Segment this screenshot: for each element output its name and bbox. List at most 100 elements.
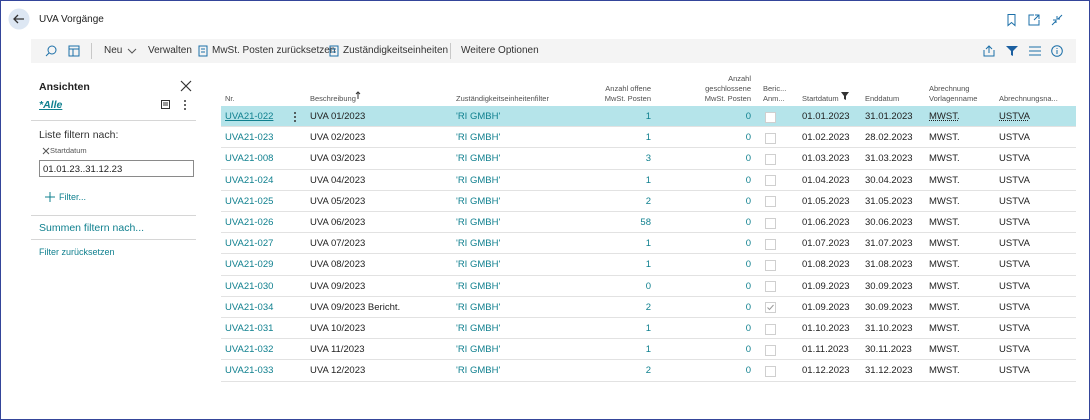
table-cell: 'RI GMBH' [456,170,606,191]
reset-entries-button[interactable]: MwSt. Posten zurücksetzen [212,45,335,56]
table-cell: 3 [601,148,651,169]
table-cell[interactable]: UVA21-022 [225,106,295,127]
table-cell: MWST. [929,212,994,233]
filter-heading: Liste filtern nach: [39,129,118,141]
table-cell: USTVA [999,170,1069,191]
table-cell: USTVA [999,360,1069,381]
info-icon[interactable] [1051,45,1063,57]
table-cell[interactable]: UVA21-032 [225,339,295,360]
checkbox [765,239,776,250]
table-cell[interactable]: UVA21-026 [225,212,295,233]
filter-input[interactable]: 01.01.23..31.12.23 [39,160,194,177]
column-header[interactable]: Zuständigkeitseinheitenfilter [456,94,606,104]
filter-field: Startdatum [50,146,87,155]
column-header[interactable]: Abrechnung Vorlagenname [929,84,994,104]
table-cell: USTVA [999,127,1069,148]
new-button[interactable]: Neu [104,45,122,56]
sort-indicator [355,91,363,100]
table-cell: 30.06.2023 [865,212,925,233]
add-filter[interactable]: Filter... [59,192,86,202]
remove-filter[interactable] [43,148,49,154]
table-cell[interactable]: UVA21-027 [225,233,295,254]
table-cell: USTVA [999,318,1069,339]
filter-icon[interactable] [1006,45,1018,57]
collapse-icon[interactable] [1051,14,1063,26]
table-cell: 0 [691,127,751,148]
new-dropdown[interactable] [127,48,137,54]
table-cell[interactable]: UVA21-024 [225,170,295,191]
table-cell: 2 [601,191,651,212]
table-cell: MWST. [929,191,994,212]
table-cell[interactable]: UVA21-034 [225,297,295,318]
table-cell: USTVA [999,254,1069,275]
table-cell: 'RI GMBH' [456,233,606,254]
sidebar-divider [31,239,196,240]
table-cell[interactable]: UVA21-025 [225,191,295,212]
column-header[interactable]: Startdatum [802,94,862,104]
table-cell: MWST. [929,360,994,381]
column-header[interactable]: Beschreibung [310,94,450,104]
table-cell: 0 [691,276,751,297]
save-view-icon[interactable] [161,100,172,110]
open-new-icon[interactable] [1028,14,1040,26]
page-view-icon[interactable] [68,45,80,57]
table-cell: 31.01.2023 [865,106,925,127]
table-cell: USTVA [999,233,1069,254]
table-cell: 1 [601,170,651,191]
share-icon[interactable] [983,45,995,57]
table-cell: 01.03.2023 [802,148,862,169]
column-header[interactable]: Nr. [225,94,295,104]
table-cell: 2 [601,360,651,381]
view-menu[interactable] [183,99,187,111]
back-button[interactable] [8,8,30,30]
totals-filter[interactable]: Summen filtern nach... [39,222,144,234]
reset-filter[interactable]: Filter zurücksetzen [39,247,115,257]
table-cell: 'RI GMBH' [456,106,606,127]
table-cell: 0 [691,233,751,254]
table-cell[interactable]: UVA21-033 [225,360,295,381]
table-cell: MWST. [929,339,994,360]
table-cell[interactable]: UVA21-008 [225,148,295,169]
table-cell: 0 [691,148,751,169]
column-header[interactable]: Anzahl geschlossene MwSt. Posten [691,74,751,104]
table-cell: 01.10.2023 [802,318,862,339]
toolbar-separator [450,43,451,59]
table-cell[interactable]: UVA21-030 [225,276,295,297]
more-options-button[interactable]: Weitere Optionen [461,45,539,56]
table-cell: 01.02.2023 [802,127,862,148]
view-all[interactable]: *Alle [39,99,62,111]
table-cell[interactable]: UVA21-029 [225,254,295,275]
table-cell: MWST. [929,276,994,297]
table-cell: UVA 04/2023 [310,170,450,191]
close-views[interactable] [181,81,191,91]
column-header[interactable]: Anzahl offene MwSt. Posten [601,84,651,104]
table-cell: 'RI GMBH' [456,339,606,360]
table-cell: 01.01.2023 [802,106,862,127]
table-cell: USTVA [999,276,1069,297]
table-cell: MWST. [929,148,994,169]
column-header[interactable]: Beric... Anm... [763,84,793,104]
table-cell: 31.08.2023 [865,254,925,275]
table-cell: 0 [601,276,651,297]
table-cell: UVA 02/2023 [310,127,450,148]
table-cell: 1 [601,233,651,254]
toolbar-separator [91,43,92,59]
table-cell: 'RI GMBH' [456,297,606,318]
table-cell: USTVA [999,339,1069,360]
row-menu[interactable] [293,111,297,123]
table-cell[interactable]: UVA21-023 [225,127,295,148]
manage-button[interactable]: Verwalten [148,45,192,56]
reset-icon [198,45,209,57]
table-cell: 01.06.2023 [802,212,862,233]
search-icon[interactable] [45,45,57,57]
table-cell: 2 [601,297,651,318]
responsibility-button[interactable]: Zuständigkeitseinheiten [343,45,448,56]
table-cell: UVA 07/2023 [310,233,450,254]
table-cell: 31.12.2023 [865,360,925,381]
column-header[interactable]: Abrechnungsna... [999,94,1069,104]
list-icon[interactable] [1029,46,1041,56]
bookmark-icon[interactable] [1007,14,1017,26]
table-cell: 31.10.2023 [865,318,925,339]
column-header[interactable]: Enddatum [865,94,925,104]
table-cell[interactable]: UVA21-031 [225,318,295,339]
